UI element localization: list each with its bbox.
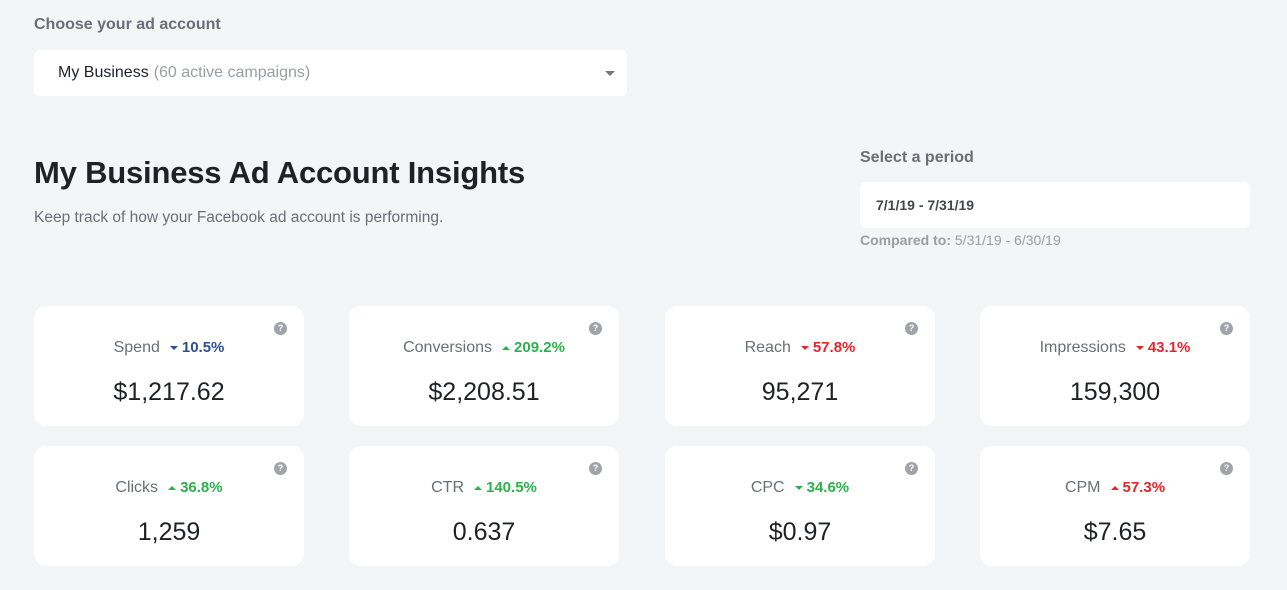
- trend-arrow-icon: [1135, 345, 1144, 350]
- metric-card-cpc: ? CPC 34.6% $0.97: [665, 446, 935, 566]
- help-icon[interactable]: ?: [589, 322, 602, 335]
- trend-arrow-icon: [502, 345, 511, 350]
- metric-card-conversions: ? Conversions 209.2% $2,208.51: [349, 306, 619, 426]
- compared-to: Compared to: 5/31/19 - 6/30/19: [860, 232, 1061, 248]
- metric-change-value: 34.6%: [806, 479, 850, 496]
- help-icon[interactable]: ?: [905, 462, 918, 475]
- metric-change: 57.3%: [1101, 479, 1166, 496]
- account-name: My Business: [58, 64, 149, 81]
- metric-value: $0.97: [768, 518, 832, 546]
- metric-value: 1,259: [137, 518, 201, 546]
- metric-change-value: 10.5%: [181, 339, 225, 356]
- metric-label: Impressions: [1039, 339, 1126, 356]
- metric-change: 36.8%: [158, 479, 223, 496]
- help-icon[interactable]: ?: [1220, 322, 1233, 335]
- metric-label: Conversions: [403, 339, 493, 356]
- metric-label: Clicks: [115, 479, 159, 496]
- trend-arrow-icon: [794, 485, 803, 490]
- compared-value: 5/31/19 - 6/30/19: [954, 232, 1061, 248]
- page-title: My Business Ad Account Insights: [34, 155, 526, 190]
- metric-card-ctr: ? CTR 140.5% 0.637: [349, 446, 619, 566]
- metric-change: 34.6%: [785, 479, 850, 496]
- metric-label: CTR: [431, 479, 464, 496]
- metric-value: $1,217.62: [113, 378, 225, 406]
- metric-change: 10.5%: [160, 339, 225, 356]
- metric-value: 0.637: [452, 518, 516, 546]
- metric-label: CPM: [1064, 479, 1101, 496]
- metric-change: 57.8%: [791, 339, 856, 356]
- help-icon[interactable]: ?: [274, 322, 287, 335]
- help-icon[interactable]: ?: [589, 462, 602, 475]
- metric-change-value: 140.5%: [486, 479, 537, 496]
- help-icon[interactable]: ?: [905, 322, 918, 335]
- metric-card-cpm: ? CPM 57.3% $7.65: [980, 446, 1250, 566]
- metric-label: Spend: [113, 339, 160, 356]
- metric-value: $7.65: [1083, 518, 1147, 546]
- ad-account-select[interactable]: My Business (60 active campaigns): [34, 50, 627, 96]
- trend-arrow-icon: [800, 345, 809, 350]
- account-campaign-count: (60 active campaigns): [153, 64, 311, 81]
- metric-change: 43.1%: [1126, 339, 1191, 356]
- period-date-range-input[interactable]: 7/1/19 - 7/31/19: [860, 182, 1250, 228]
- metric-card-reach: ? Reach 57.8% 95,271: [665, 306, 935, 426]
- page-subtitle: Keep track of how your Facebook ad accou…: [34, 209, 444, 226]
- help-icon[interactable]: ?: [274, 462, 287, 475]
- help-icon[interactable]: ?: [1220, 462, 1233, 475]
- metric-change-value: 43.1%: [1147, 339, 1191, 356]
- metric-card-impressions: ? Impressions 43.1% 159,300: [980, 306, 1250, 426]
- trend-arrow-icon: [474, 485, 482, 490]
- trend-arrow-icon: [169, 345, 178, 350]
- compared-label: Compared to:: [860, 232, 951, 248]
- account-label: Choose your ad account: [34, 16, 221, 33]
- metric-label: Reach: [744, 339, 791, 356]
- metric-value: $2,208.51: [428, 378, 540, 406]
- period-label: Select a period: [860, 149, 974, 166]
- metric-change: 209.2%: [492, 339, 565, 356]
- metric-value: 95,271: [761, 378, 839, 406]
- trend-arrow-icon: [168, 485, 177, 490]
- metric-change-value: 57.8%: [812, 339, 856, 356]
- metric-value: 159,300: [1069, 378, 1161, 406]
- metric-change: 140.5%: [464, 479, 537, 496]
- metric-card-clicks: ? Clicks 36.8% 1,259: [34, 446, 304, 566]
- metric-change-value: 209.2%: [514, 339, 565, 356]
- metric-label: CPC: [750, 479, 785, 496]
- metric-card-spend: ? Spend 10.5% $1,217.62: [34, 306, 304, 426]
- metric-change-value: 57.3%: [1122, 479, 1166, 496]
- trend-arrow-icon: [1110, 485, 1119, 490]
- chevron-down-icon[interactable]: [605, 71, 615, 76]
- metric-change-value: 36.8%: [180, 479, 223, 496]
